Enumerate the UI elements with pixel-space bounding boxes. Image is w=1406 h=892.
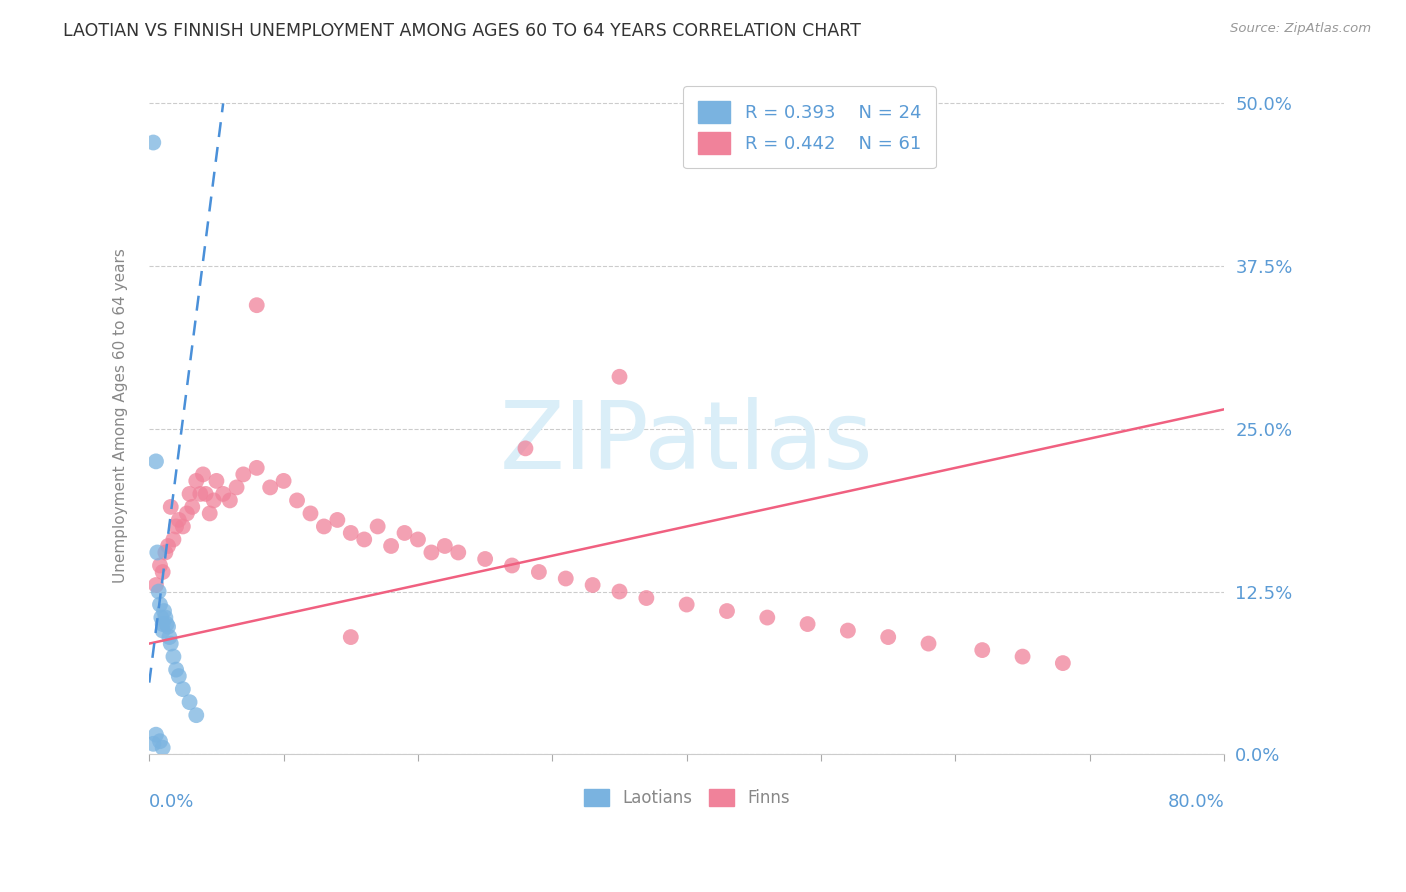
Point — [474, 552, 496, 566]
Point — [198, 507, 221, 521]
Point — [172, 519, 194, 533]
Point — [367, 519, 389, 533]
Point — [339, 525, 361, 540]
Point — [149, 598, 172, 612]
Point — [636, 591, 658, 605]
Point — [149, 734, 172, 748]
Point — [179, 695, 201, 709]
Legend: Laotians, Finns: Laotians, Finns — [576, 782, 796, 814]
Point — [152, 740, 174, 755]
Point — [181, 500, 204, 514]
Point — [162, 649, 184, 664]
Point — [162, 533, 184, 547]
Point — [202, 493, 225, 508]
Point — [179, 487, 201, 501]
Point — [156, 617, 179, 632]
Point — [675, 598, 697, 612]
Text: 0.0%: 0.0% — [149, 793, 194, 811]
Point — [339, 630, 361, 644]
Point — [186, 474, 208, 488]
Point — [394, 525, 416, 540]
Point — [142, 136, 165, 150]
Point — [218, 493, 240, 508]
Point — [157, 630, 180, 644]
Point — [212, 487, 235, 501]
Text: 80.0%: 80.0% — [1167, 793, 1225, 811]
Point — [205, 474, 228, 488]
Point — [145, 578, 167, 592]
Point — [191, 467, 214, 482]
Point — [515, 442, 537, 456]
Point — [756, 610, 779, 624]
Point — [972, 643, 994, 657]
Point — [167, 513, 190, 527]
Point — [246, 461, 269, 475]
Point — [609, 369, 631, 384]
Point — [380, 539, 402, 553]
Point — [145, 454, 167, 468]
Point — [609, 584, 631, 599]
Point — [246, 298, 269, 312]
Point — [796, 617, 818, 632]
Point — [406, 533, 429, 547]
Point — [152, 565, 174, 579]
Point — [149, 558, 172, 573]
Point — [353, 533, 375, 547]
Point — [167, 669, 190, 683]
Point — [172, 682, 194, 697]
Point — [273, 474, 295, 488]
Point — [420, 545, 443, 559]
Point — [917, 637, 939, 651]
Point — [581, 578, 603, 592]
Point — [145, 728, 167, 742]
Point — [146, 545, 169, 559]
Point — [159, 500, 181, 514]
Point — [716, 604, 738, 618]
Point — [433, 539, 456, 553]
Point — [148, 584, 170, 599]
Point — [165, 663, 187, 677]
Text: LAOTIAN VS FINNISH UNEMPLOYMENT AMONG AGES 60 TO 64 YEARS CORRELATION CHART: LAOTIAN VS FINNISH UNEMPLOYMENT AMONG AG… — [63, 22, 860, 40]
Point — [157, 620, 180, 634]
Point — [877, 630, 900, 644]
Point — [326, 513, 349, 527]
Point — [188, 487, 211, 501]
Point — [194, 487, 217, 501]
Point — [837, 624, 859, 638]
Point — [259, 480, 281, 494]
Point — [155, 610, 177, 624]
Point — [1052, 656, 1074, 670]
Point — [176, 507, 198, 521]
Point — [232, 467, 254, 482]
Point — [157, 539, 180, 553]
Point — [186, 708, 208, 723]
Point — [225, 480, 247, 494]
Point — [159, 637, 181, 651]
Point — [153, 604, 176, 618]
Point — [152, 624, 174, 638]
Point — [155, 545, 177, 559]
Point — [527, 565, 550, 579]
Point — [1011, 649, 1033, 664]
Y-axis label: Unemployment Among Ages 60 to 64 years: Unemployment Among Ages 60 to 64 years — [114, 248, 128, 583]
Point — [285, 493, 308, 508]
Point — [299, 507, 322, 521]
Text: Source: ZipAtlas.com: Source: ZipAtlas.com — [1230, 22, 1371, 36]
Text: ZIPatlas: ZIPatlas — [501, 397, 873, 489]
Point — [501, 558, 523, 573]
Point — [142, 737, 165, 751]
Point — [165, 519, 187, 533]
Point — [554, 572, 576, 586]
Point — [150, 610, 173, 624]
Point — [447, 545, 470, 559]
Point — [312, 519, 335, 533]
Point — [152, 617, 174, 632]
